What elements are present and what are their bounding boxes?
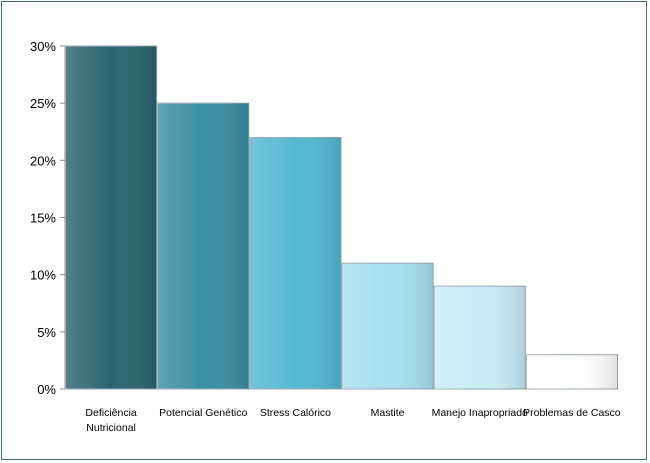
- x-category-label-line: Stress Calórico: [260, 407, 331, 419]
- y-tick-label: 30%: [30, 39, 56, 54]
- x-category-label-line: Nutricional: [86, 422, 136, 434]
- x-category-label: Mastite: [371, 407, 405, 419]
- x-category-label: Manejo Inapropriado: [432, 407, 528, 419]
- x-category-label-line: Problemas de Casco: [523, 407, 621, 419]
- x-category-label: Potencial Genético: [159, 407, 247, 419]
- y-tick-label: 5%: [37, 325, 56, 340]
- bar-shine: [342, 263, 434, 389]
- bars: [65, 45, 618, 390]
- y-tick-label: 25%: [30, 96, 56, 111]
- y-tick-label: 0%: [37, 382, 56, 397]
- x-category-label-line: Potencial Genético: [159, 407, 247, 419]
- x-category-label: Stress Calórico: [260, 407, 331, 419]
- x-category-label-line: Mastite: [371, 407, 405, 419]
- y-tick-label: 20%: [30, 153, 56, 168]
- bar-shine: [434, 286, 526, 389]
- x-category-label: Problemas de Casco: [523, 407, 621, 419]
- x-category-label: Deficiência Nutricional: [85, 407, 137, 434]
- bar-shine: [65, 46, 157, 389]
- bar-shine: [526, 354, 618, 389]
- bar-shine: [157, 103, 249, 390]
- bar-shine: [249, 137, 341, 389]
- x-category-label-line: Manejo Inapropriado: [432, 407, 528, 419]
- x-axis-labels: Deficiência Nutricional Potencial Genético…: [85, 407, 620, 434]
- y-tick-label: 10%: [30, 268, 56, 283]
- y-tick-label: 15%: [30, 211, 56, 226]
- x-category-label-line: Deficiência: [85, 407, 137, 419]
